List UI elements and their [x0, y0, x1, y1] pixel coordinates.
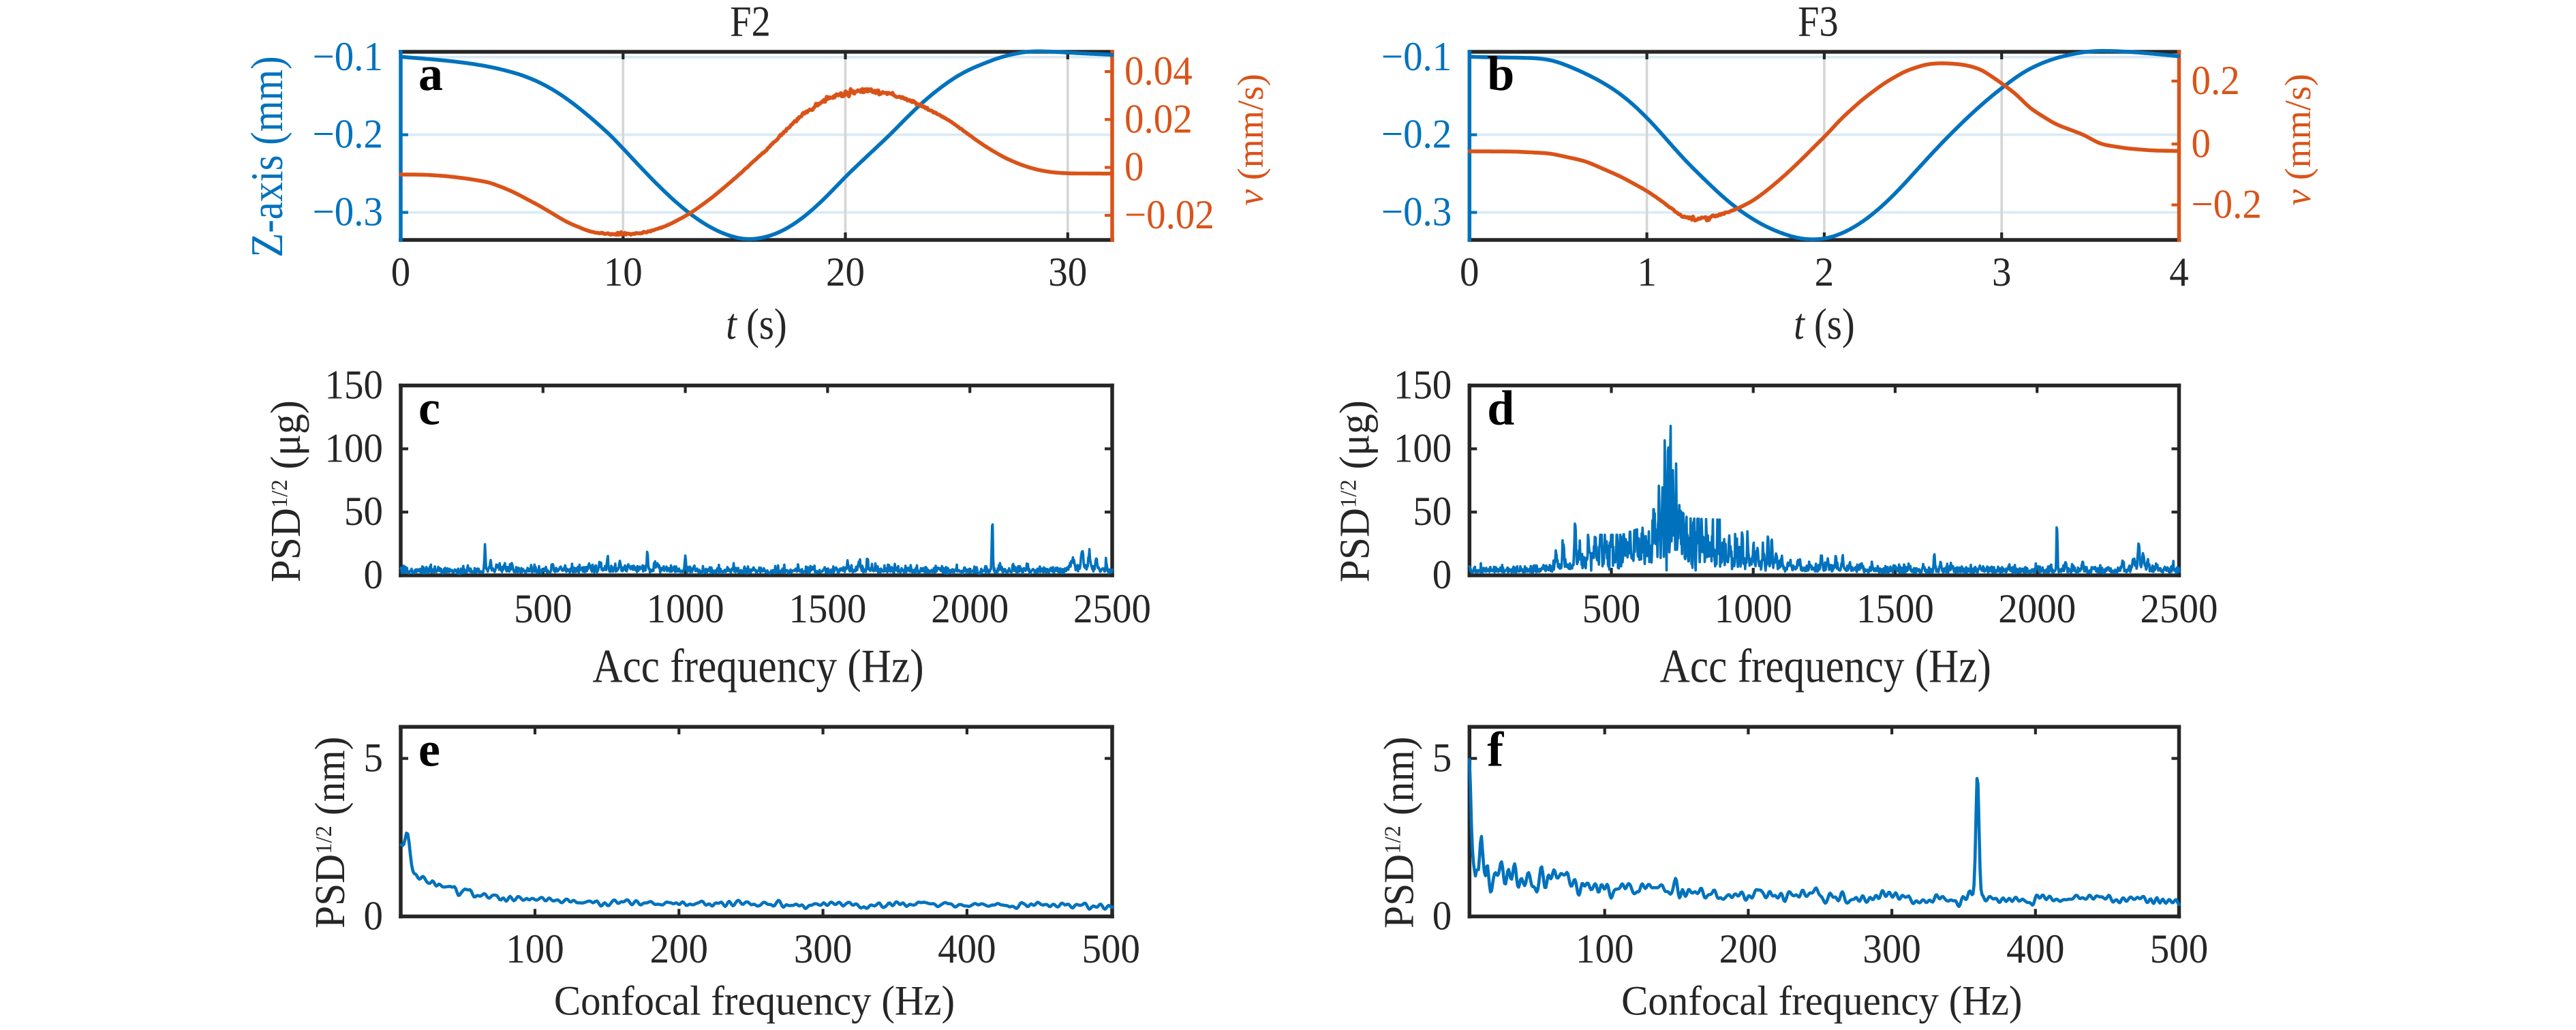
- svg-text:400: 400: [2006, 926, 2064, 972]
- svg-text:d: d: [1487, 381, 1514, 436]
- svg-text:200: 200: [1719, 926, 1777, 972]
- svg-text:Z-axis (mm): Z-axis (mm): [241, 56, 292, 257]
- svg-text:0.02: 0.02: [1124, 96, 1193, 142]
- svg-text:50: 50: [1413, 489, 1452, 534]
- svg-text:5: 5: [364, 735, 383, 781]
- svg-text:b: b: [1487, 46, 1514, 101]
- svg-text:300: 300: [1862, 926, 1920, 972]
- svg-text:50: 50: [344, 489, 383, 534]
- svg-text:5: 5: [1432, 735, 1452, 781]
- svg-text:c: c: [418, 381, 440, 436]
- svg-text:e: e: [418, 722, 440, 776]
- svg-text:t (s): t (s): [726, 300, 787, 348]
- svg-text:1500: 1500: [1856, 586, 1934, 632]
- svg-text:10: 10: [604, 249, 643, 295]
- svg-text:1000: 1000: [1715, 586, 1792, 632]
- svg-text:−0.3: −0.3: [1381, 189, 1452, 234]
- svg-text:v (mm/s): v (mm/s): [1230, 74, 1271, 205]
- svg-text:20: 20: [826, 249, 865, 295]
- svg-text:2000: 2000: [931, 586, 1009, 632]
- svg-text:400: 400: [938, 926, 996, 972]
- svg-text:500: 500: [2150, 926, 2208, 972]
- svg-text:2: 2: [1815, 249, 1834, 295]
- svg-text:−0.02: −0.02: [1124, 192, 1214, 238]
- svg-text:150: 150: [1394, 362, 1452, 408]
- svg-text:2000: 2000: [1998, 586, 2076, 632]
- svg-text:−0.3: −0.3: [313, 189, 383, 234]
- svg-text:100: 100: [1394, 425, 1452, 471]
- svg-text:Acc frequency (Hz): Acc frequency (Hz): [1660, 640, 1991, 693]
- svg-text:1500: 1500: [788, 586, 866, 632]
- svg-text:0.2: 0.2: [2192, 58, 2240, 104]
- svg-text:PSD1/2 (nm): PSD1/2 (nm): [1376, 737, 1422, 928]
- svg-text:500: 500: [1582, 586, 1640, 632]
- svg-text:F3: F3: [1798, 0, 1838, 46]
- svg-text:−0.2: −0.2: [2192, 181, 2262, 227]
- svg-text:100: 100: [1576, 926, 1634, 972]
- svg-text:0: 0: [391, 249, 410, 295]
- svg-text:200: 200: [650, 926, 708, 972]
- svg-text:v (mm/s): v (mm/s): [2278, 74, 2318, 205]
- svg-text:0: 0: [1432, 552, 1452, 598]
- svg-text:−0.1: −0.1: [313, 33, 383, 79]
- svg-text:1000: 1000: [647, 586, 724, 632]
- svg-text:100: 100: [506, 926, 564, 972]
- svg-text:300: 300: [794, 926, 852, 972]
- svg-text:Confocal frequency (Hz): Confocal frequency (Hz): [1621, 978, 2022, 1024]
- svg-text:−0.1: −0.1: [1381, 33, 1452, 79]
- svg-text:0: 0: [364, 552, 383, 598]
- svg-text:0: 0: [1460, 249, 1479, 295]
- svg-text:0.04: 0.04: [1124, 48, 1193, 94]
- svg-text:500: 500: [514, 586, 572, 632]
- svg-text:4: 4: [2169, 249, 2188, 295]
- svg-text:−0.2: −0.2: [313, 111, 383, 157]
- svg-text:a: a: [418, 46, 443, 101]
- svg-text:t (s): t (s): [1794, 300, 1855, 348]
- svg-text:0: 0: [364, 893, 383, 939]
- svg-text:0: 0: [1432, 893, 1452, 939]
- svg-text:150: 150: [325, 362, 383, 408]
- svg-text:0: 0: [1124, 144, 1144, 190]
- svg-text:1: 1: [1637, 249, 1656, 295]
- svg-text:Acc frequency (Hz): Acc frequency (Hz): [592, 640, 923, 693]
- svg-text:2500: 2500: [2141, 586, 2218, 632]
- svg-text:F2: F2: [730, 0, 770, 46]
- svg-text:30: 30: [1048, 249, 1087, 295]
- svg-text:−0.2: −0.2: [1381, 111, 1452, 157]
- svg-text:0: 0: [2192, 121, 2211, 166]
- svg-text:100: 100: [325, 425, 383, 471]
- svg-text:Confocal frequency (Hz): Confocal frequency (Hz): [554, 978, 955, 1024]
- svg-text:2500: 2500: [1073, 586, 1151, 632]
- svg-text:500: 500: [1082, 926, 1139, 972]
- svg-text:3: 3: [1992, 249, 2011, 295]
- svg-text:f: f: [1487, 722, 1504, 776]
